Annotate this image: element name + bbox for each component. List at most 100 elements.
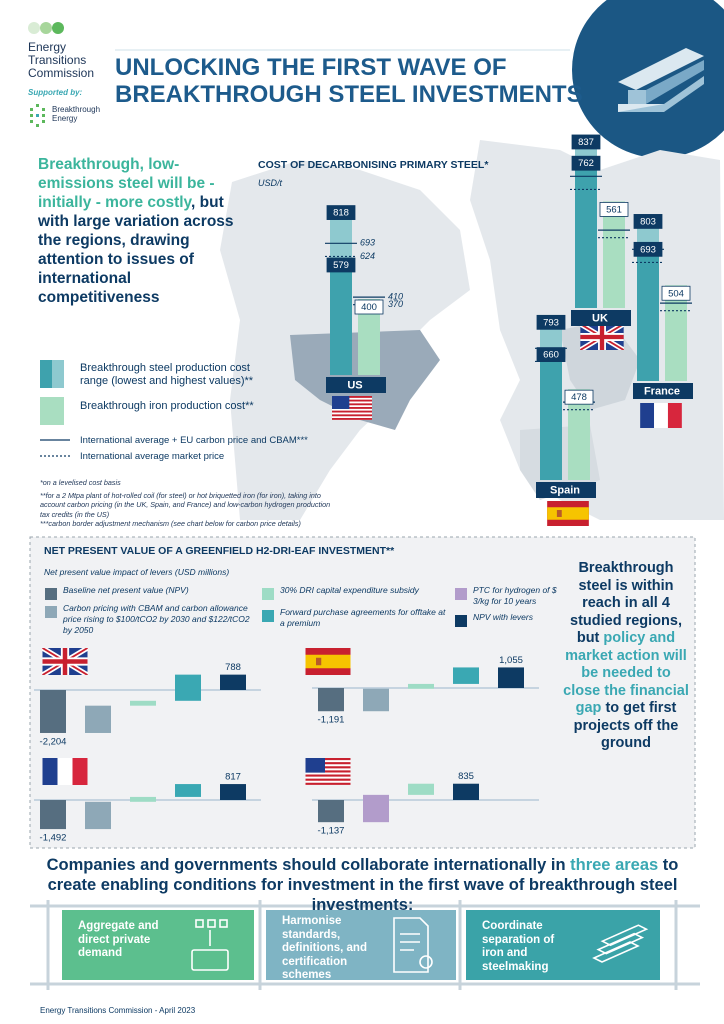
legend-text: Breakthrough iron production cost** <box>80 400 254 412</box>
steel-cost-low <box>575 163 597 308</box>
text-segment: Companies and governments should collabo… <box>46 856 571 874</box>
waterfall-bar <box>318 688 344 712</box>
iron-cost <box>568 389 590 480</box>
sponsor-line: Breakthrough <box>52 105 101 114</box>
waterfall-bar <box>175 674 201 701</box>
action-text: Aggregate and direct private demand <box>78 920 159 959</box>
lever-name: PTC for hydrogen of $ 3/kg for 10 years <box>473 585 557 606</box>
pipes <box>30 900 700 990</box>
value-box <box>661 285 691 301</box>
waterfall-bar <box>453 667 479 684</box>
text-segment: Breakthrough steel is within reach in al… <box>570 560 682 646</box>
lever-name: Baseline net present value (NPV) <box>63 585 189 595</box>
value-label: 561 <box>606 204 622 215</box>
value-box <box>633 214 663 229</box>
waterfall-label: 1,055 <box>499 655 523 666</box>
waterfall-bar <box>130 700 156 706</box>
basket-icon <box>195 919 204 928</box>
value-label: 793 <box>543 317 559 328</box>
logo-dot <box>28 22 40 34</box>
lever-swatch <box>45 588 57 600</box>
legend-swatch <box>52 360 64 388</box>
reference-label: 370 <box>388 299 403 309</box>
text-segment: , but with large variation across the re… <box>38 194 234 306</box>
document-icon <box>419 955 433 969</box>
actions-heading: Companies and governments should collabo… <box>30 855 695 915</box>
value-box <box>599 202 629 217</box>
waterfall-bar <box>408 683 434 689</box>
reference-label: 624 <box>360 251 375 261</box>
value-label: 693 <box>640 244 656 255</box>
flag <box>332 396 372 420</box>
value-box <box>571 134 601 150</box>
org-line: Energy <box>28 40 67 54</box>
note: *on a levelised cost basis <box>40 478 121 487</box>
beam-icon <box>600 924 649 947</box>
page-title: UNLOCKING THE FIRST WAVE OF BREAKTHROUGH… <box>115 54 583 108</box>
waterfall-bar <box>40 690 66 733</box>
region-box <box>633 383 693 399</box>
reference-label: 693 <box>360 238 375 248</box>
lever-name: 30% DRI capital expenditure subsidy <box>280 585 419 595</box>
action-text: Coordinate separation of iron and steelm… <box>482 920 555 973</box>
value-box <box>354 299 384 315</box>
cost-chart-unit: USD/t <box>258 178 283 188</box>
legend-swatch <box>40 397 64 425</box>
lever-name: Forward purchase agreements for offtake … <box>280 607 446 628</box>
lever-swatch <box>45 606 57 618</box>
value-box <box>571 155 601 171</box>
flag <box>42 758 88 785</box>
waterfall-bar <box>408 783 434 795</box>
npv-subtitle: Net present value impact of levers (USD … <box>44 567 230 577</box>
cost-chart-title: COST OF DECARBONISING PRIMARY STEEL* <box>258 159 489 171</box>
lever-name: Carbon pricing with CBAM and carbon allo… <box>63 603 250 635</box>
npv-title: NET PRESENT VALUE OF A GREENFIELD H2-DRI… <box>44 545 395 557</box>
region-box <box>571 310 631 326</box>
waterfall-label: 788 <box>225 662 241 673</box>
waterfall-bar <box>85 705 111 733</box>
title-line: UNLOCKING THE FIRST WAVE OF <box>115 54 507 81</box>
text-segment: Breakthrough, low-emissions steel will b… <box>38 156 215 211</box>
waterfall-bar <box>85 801 111 830</box>
waterfall-bar <box>318 800 344 823</box>
legend-swatch <box>40 360 52 388</box>
region-name: UK <box>592 312 608 324</box>
waterfall-label: 817 <box>225 772 241 783</box>
waterfall-bar <box>175 784 201 797</box>
value-box <box>633 241 663 257</box>
text-segment: policy and market action will be needed … <box>563 630 689 716</box>
flag <box>640 403 682 428</box>
text-segment: three areas <box>570 856 659 874</box>
value-label: 762 <box>578 158 594 169</box>
waterfall-bar <box>130 796 156 802</box>
action-text: Harmonise standards, definitions, and ce… <box>282 915 367 981</box>
waterfall-bar <box>453 783 479 800</box>
sponsor-logo <box>30 104 45 127</box>
waterfall-label: 835 <box>458 771 474 782</box>
sponsor-line: Energy <box>52 114 78 123</box>
value-label: 504 <box>668 288 684 299</box>
steel-cost-low <box>330 264 352 375</box>
value-label: 818 <box>333 208 349 219</box>
value-label: 803 <box>640 216 656 227</box>
value-label: 400 <box>361 302 377 313</box>
intro-text: Breakthrough, low-emissions steel will b… <box>38 155 243 307</box>
steel-cost-low <box>637 249 659 381</box>
note: ***carbon border adjustment mechanism (s… <box>40 519 301 528</box>
reference-label: 410 <box>388 291 403 301</box>
supported-by: Supported by: <box>28 88 83 97</box>
region-box <box>536 482 596 498</box>
footer: Energy Transitions Commission - April 20… <box>40 1006 196 1015</box>
steel-beam-icon <box>618 48 704 112</box>
action-box <box>466 910 660 980</box>
beam-icon <box>592 941 640 963</box>
value-box <box>536 347 566 363</box>
note: **for a 2 Mtpa plant of hot-rolled coil … <box>40 490 331 519</box>
npv-message: Breakthrough steel is within reach in al… <box>562 560 690 753</box>
value-label: 478 <box>571 392 587 403</box>
document-icon <box>393 917 429 973</box>
text-segment: to create enabling conditions for invest… <box>47 856 679 914</box>
org-name: Energy Transitions Commission <box>28 41 94 80</box>
sponsor-name: Breakthrough Energy <box>52 105 100 123</box>
beam-icon <box>596 932 645 955</box>
